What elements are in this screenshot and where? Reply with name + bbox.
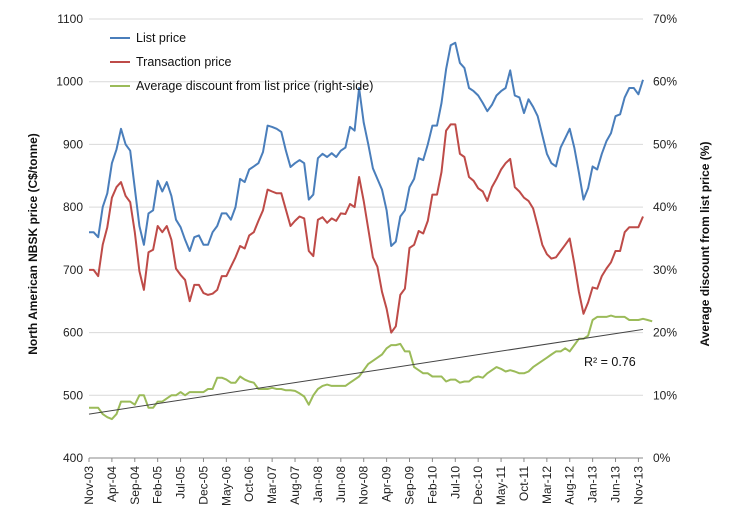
x-tick-label: Mar-07 — [265, 466, 279, 504]
x-tick-label: Nov-13 — [631, 466, 645, 505]
average-discount-line — [89, 314, 653, 421]
legend-label-average-discount: Average discount from list price (right-… — [136, 79, 373, 93]
x-tick-label: Apr-09 — [380, 466, 394, 502]
x-tick-label: Feb-05 — [151, 466, 165, 504]
x-tick-label: Jun-08 — [334, 466, 348, 503]
trendline — [88, 328, 644, 415]
x-tick-label: Jan-13 — [586, 466, 600, 503]
gridlines — [89, 18, 643, 459]
x-tick-label: Nov-08 — [357, 466, 371, 505]
transaction-price-line — [89, 123, 644, 334]
x-tick-label: Sep-04 — [128, 466, 142, 505]
x-tick-label: Oct-06 — [242, 466, 256, 502]
x-tick-label: Dec-10 — [471, 466, 485, 505]
x-axis-ticks: Nov-03 Apr-04 Sep-04 Feb-05 Jul-05 Dec-05 May-… — [82, 458, 645, 506]
x-tick-label: May-11 — [494, 466, 508, 505]
x-tick-label: May-06 — [219, 466, 233, 506]
y-left-tick-label: 400 — [63, 451, 83, 465]
left-axis-ticks: 400 500 600 700 800 900 1000 1100 — [56, 12, 83, 465]
y-left-tick-label: 800 — [63, 200, 83, 214]
y-right-tick-label: 50% — [653, 137, 677, 151]
series-lines — [89, 41, 653, 421]
y-right-tick-label: 30% — [653, 263, 677, 277]
list-price-line — [89, 41, 644, 252]
y-left-tick-label: 1000 — [56, 75, 83, 89]
x-tick-label: Jun-13 — [609, 466, 623, 503]
x-tick-label: Jul-05 — [174, 466, 188, 499]
y-left-tick-label: 500 — [63, 388, 83, 402]
x-tick-label: Jan-08 — [311, 466, 325, 503]
x-tick-label: Dec-05 — [196, 466, 210, 505]
y-right-tick-label: 0% — [653, 451, 671, 465]
x-tick-label: Nov-03 — [82, 466, 96, 505]
x-tick-label: Aug-07 — [288, 466, 302, 505]
y-right-tick-label: 60% — [653, 75, 677, 89]
y-axis-left-title: North American NBSK price (C$/tonne) — [26, 133, 40, 355]
legend-label-list-price: List price — [136, 31, 186, 45]
y-right-tick-label: 70% — [653, 12, 677, 26]
x-tick-label: Oct-11 — [517, 466, 531, 501]
y-right-tick-label: 40% — [653, 200, 677, 214]
y-axis-right-title: Average discount from list price (%) — [698, 142, 712, 347]
y-left-tick-label: 700 — [63, 263, 83, 277]
x-tick-label: Apr-04 — [105, 466, 119, 502]
legend: List price Transaction price Average dis… — [110, 31, 373, 93]
y-left-tick-label: 1100 — [57, 12, 83, 26]
right-axis-ticks: 0% 10% 20% 30% 40% 50% 60% 70% — [653, 12, 677, 465]
x-tick-label: Aug-12 — [563, 466, 577, 505]
y-left-tick-label: 900 — [63, 137, 83, 151]
x-tick-label: Sep-09 — [402, 466, 416, 505]
y-left-tick-label: 600 — [63, 326, 83, 340]
y-right-tick-label: 20% — [653, 326, 677, 340]
x-tick-label: Jul-10 — [448, 466, 462, 499]
x-tick-label: Feb-10 — [425, 466, 439, 504]
legend-label-transaction-price: Transaction price — [136, 55, 231, 69]
r-squared-annotation: R² = 0.76 — [584, 355, 636, 369]
y-right-tick-label: 10% — [653, 388, 677, 402]
x-tick-label: Mar-12 — [540, 466, 554, 504]
